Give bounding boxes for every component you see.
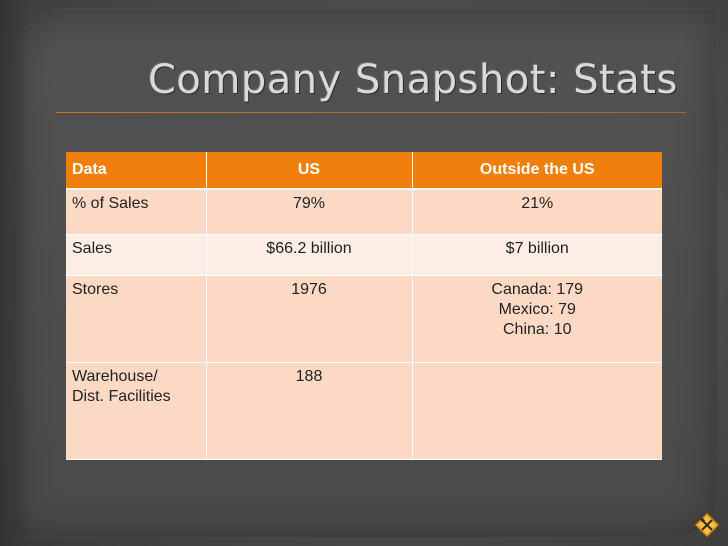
table-row: Sales $66.2 billion $7 billion: [66, 234, 662, 276]
outside-line: Mexico: 79: [498, 300, 576, 318]
row-outside-value: 21%: [412, 189, 662, 235]
row-label: % of Sales: [66, 189, 207, 235]
row-us-value: 79%: [206, 189, 413, 235]
header-data: Data: [66, 152, 207, 190]
row-us-value: 1976: [206, 275, 413, 363]
title-underline: [56, 112, 686, 113]
row-label: Warehouse/ Dist. Facilities: [66, 362, 207, 460]
row-outside-value: Canada: 179 Mexico: 79 China: 10: [412, 275, 662, 363]
row-label: Stores: [66, 275, 207, 363]
header-outside-us: Outside the US: [412, 152, 662, 190]
table-row: Warehouse/ Dist. Facilities 188: [66, 362, 662, 460]
row-outside-value: $7 billion: [412, 234, 662, 276]
table-row: % of Sales 79% 21%: [66, 189, 662, 235]
row-outside-value: [412, 362, 662, 460]
header-us: US: [206, 152, 413, 190]
row-label: Sales: [66, 234, 207, 276]
table-header-row: Data US Outside the US: [66, 152, 662, 190]
row-label-line: Warehouse/: [72, 367, 158, 385]
tools-badge-icon: [694, 512, 720, 538]
row-label-line: Dist. Facilities: [72, 387, 171, 405]
row-us-value: $66.2 billion: [206, 234, 413, 276]
outside-line: Canada: 179: [491, 280, 584, 298]
outside-line: 21%: [521, 195, 554, 212]
stats-table: Data US Outside the US % of Sales 79% 21…: [66, 152, 662, 460]
row-us-value: 188: [206, 362, 413, 460]
slide-left-shadow: [0, 0, 30, 546]
slide-title: Company Snapshot: Stats: [148, 57, 678, 103]
table-row: Stores 1976 Canada: 179 Mexico: 79 China…: [66, 275, 662, 363]
outside-line: $7 billion: [505, 239, 569, 257]
outside-line: China: 10: [503, 320, 572, 338]
